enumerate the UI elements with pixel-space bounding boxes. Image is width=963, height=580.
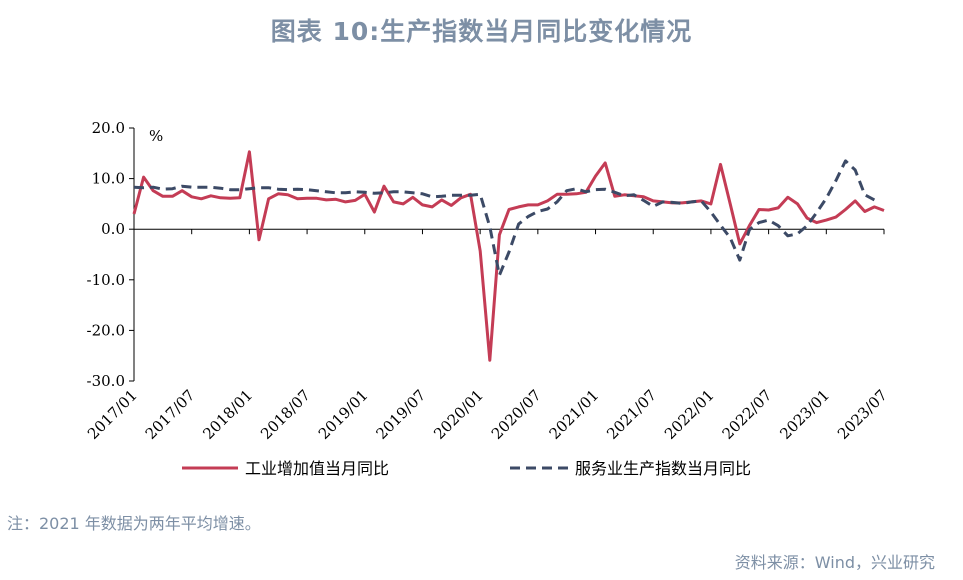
legend-label-services: 服务业生产指数当月同比 <box>575 459 751 478</box>
x-tick-label: 2018/01 <box>199 386 256 443</box>
series-layer <box>132 150 885 362</box>
chart-title: 图表 10:生产指数当月同比变化情况 <box>270 17 693 46</box>
y-tick-label: -30.0 <box>87 372 125 390</box>
unit-label: % <box>149 127 163 145</box>
x-tick-label: 2019/07 <box>372 386 429 443</box>
x-tick-label: 2020/01 <box>430 386 487 443</box>
x-tick-label: 2022/07 <box>719 386 776 443</box>
y-tick-label: -20.0 <box>87 321 125 339</box>
x-tick-label: 2021/01 <box>546 386 603 443</box>
x-tick-label: 2019/01 <box>315 386 372 443</box>
x-tick-label: 2017/07 <box>142 386 199 443</box>
x-tick-label: 2020/07 <box>488 386 545 443</box>
x-tick-label: 2021/07 <box>603 386 660 443</box>
x-tick-label: 2023/01 <box>776 386 833 443</box>
legend-label-industrial: 工业增加值当月同比 <box>245 459 389 478</box>
y-tick-label: -10.0 <box>87 271 125 289</box>
legend: 工业增加值当月同比 服务业生产指数当月同比 <box>182 459 751 478</box>
source-credit: 资料来源：Wind，兴业研究 <box>734 553 935 572</box>
x-tick-label: 2017/01 <box>84 386 141 443</box>
y-tick-label: 20.0 <box>92 119 125 137</box>
footnote: 注：2021 年数据为两年平均增速。 <box>7 514 261 533</box>
series-line-industrial <box>132 150 885 362</box>
y-tick-label: 10.0 <box>92 170 125 188</box>
series-line-services <box>133 159 876 277</box>
x-tick-label: 2023/07 <box>834 386 891 443</box>
chart: 20.0 10.0 0.0 -10.0 -20.0 -30.0 2017/01 2017/0… <box>84 119 891 478</box>
x-tick-label: 2022/01 <box>661 386 718 443</box>
x-tick-label: 2018/07 <box>257 386 314 443</box>
y-tick-label: 0.0 <box>101 220 125 238</box>
y-axis: 20.0 10.0 0.0 -10.0 -20.0 -30.0 <box>87 119 135 390</box>
